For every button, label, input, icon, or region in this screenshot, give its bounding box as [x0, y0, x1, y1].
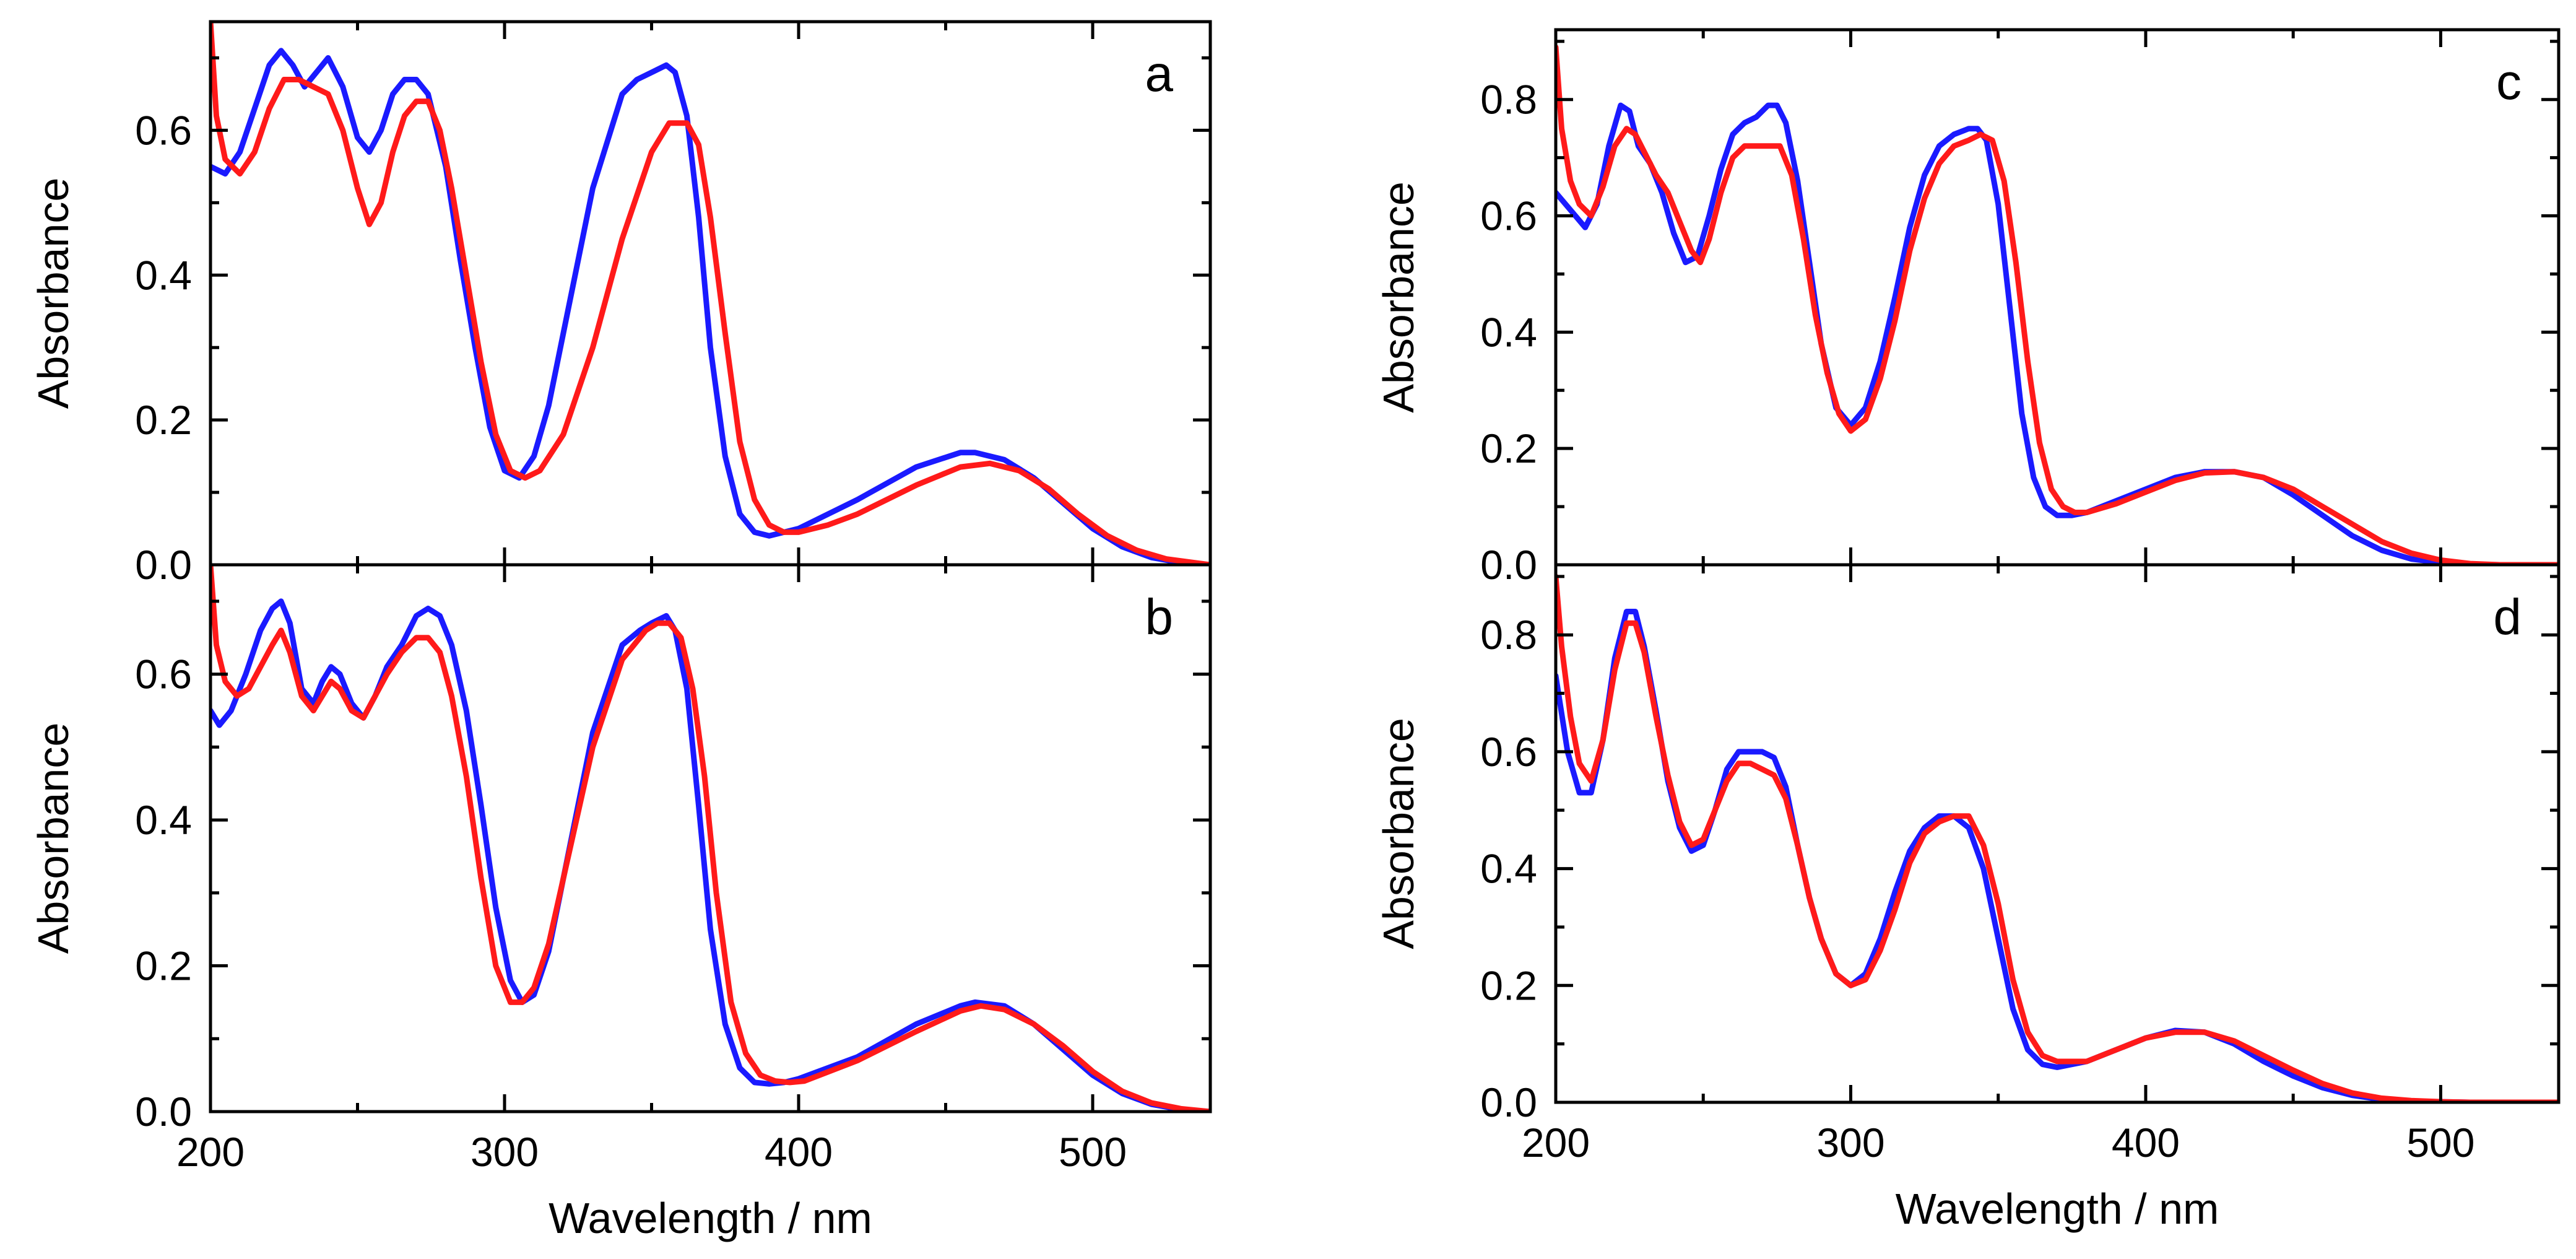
y-axis-title: Absorbance — [1374, 718, 1423, 949]
y-tick-label: 0.0 — [1480, 542, 1537, 588]
panel-c: 0.0 0.2 0.4 0.6 0.8 Absorbance c — [1374, 28, 2561, 588]
y-tick-label: 0.6 — [1480, 193, 1537, 239]
y-axis-title: Absorbance — [29, 723, 77, 954]
x-axis-title: Wavelength / nm — [549, 1194, 872, 1242]
x-tick-label: 200 — [176, 1129, 245, 1175]
y-tick-label: 0.2 — [135, 397, 192, 443]
panel-d: 200 300 400 500 0.0 0.2 0.4 0.6 0.8 Absorbance Wav… — [1374, 563, 2561, 1233]
x-tick-label: 400 — [2112, 1120, 2180, 1165]
series-line-blue — [210, 48, 1210, 565]
series-line-red — [1556, 44, 2559, 565]
x-axis-title: Wavelength / nm — [1896, 1185, 2219, 1233]
y-tick-label: 0.2 — [1480, 962, 1537, 1008]
x-tick-label: 200 — [1522, 1120, 1590, 1165]
series-line-red — [210, 565, 1210, 1112]
plot-frame — [1554, 563, 2561, 1104]
plot-frame — [1554, 28, 2561, 567]
y-tick-label: 0.4 — [135, 797, 192, 843]
x-tick-label: 300 — [1816, 1120, 1884, 1165]
y-axis-title: Absorbance — [29, 178, 77, 409]
y-tick-label: 0.8 — [1480, 612, 1537, 658]
panel-b: 200 300 400 500 0.0 0.2 0.4 0.6 Absorbance Wavele… — [29, 563, 1212, 1242]
y-tick-label: 0.0 — [1480, 1079, 1537, 1125]
x-tick-label: 500 — [1059, 1129, 1127, 1175]
y-tick-label: 0.2 — [135, 943, 192, 989]
y-tick-label: 0.0 — [135, 1089, 192, 1135]
panel-label: b — [1145, 589, 1173, 645]
series-line-blue — [1556, 609, 2559, 1102]
series-line-red — [1556, 573, 2559, 1102]
panel-label: d — [2493, 589, 2522, 645]
plot-frame — [209, 20, 1212, 567]
y-tick-label: 0.4 — [1480, 846, 1537, 892]
y-tick-label: 0.4 — [1480, 309, 1537, 355]
y-tick-label: 0.6 — [1480, 729, 1537, 775]
y-tick-label: 0.2 — [1480, 425, 1537, 471]
y-tick-label: 0.6 — [135, 107, 192, 153]
x-tick-label: 300 — [471, 1129, 539, 1175]
y-tick-label: 0.4 — [135, 252, 192, 298]
panel-label: a — [1145, 46, 1173, 102]
panel-label: c — [2496, 54, 2522, 110]
y-tick-label: 0.6 — [135, 651, 192, 697]
x-tick-label: 500 — [2406, 1120, 2474, 1165]
x-tick-label: 400 — [765, 1129, 833, 1175]
plot-frame — [209, 563, 1212, 1113]
series-line-red — [210, 22, 1210, 565]
y-tick-label: 0.0 — [135, 542, 192, 588]
panel-a: 0.0 0.2 0.4 0.6 Absorbance a — [29, 20, 1212, 588]
y-tick-label: 0.8 — [1480, 77, 1537, 123]
y-axis-title: Absorbance — [1374, 181, 1423, 413]
